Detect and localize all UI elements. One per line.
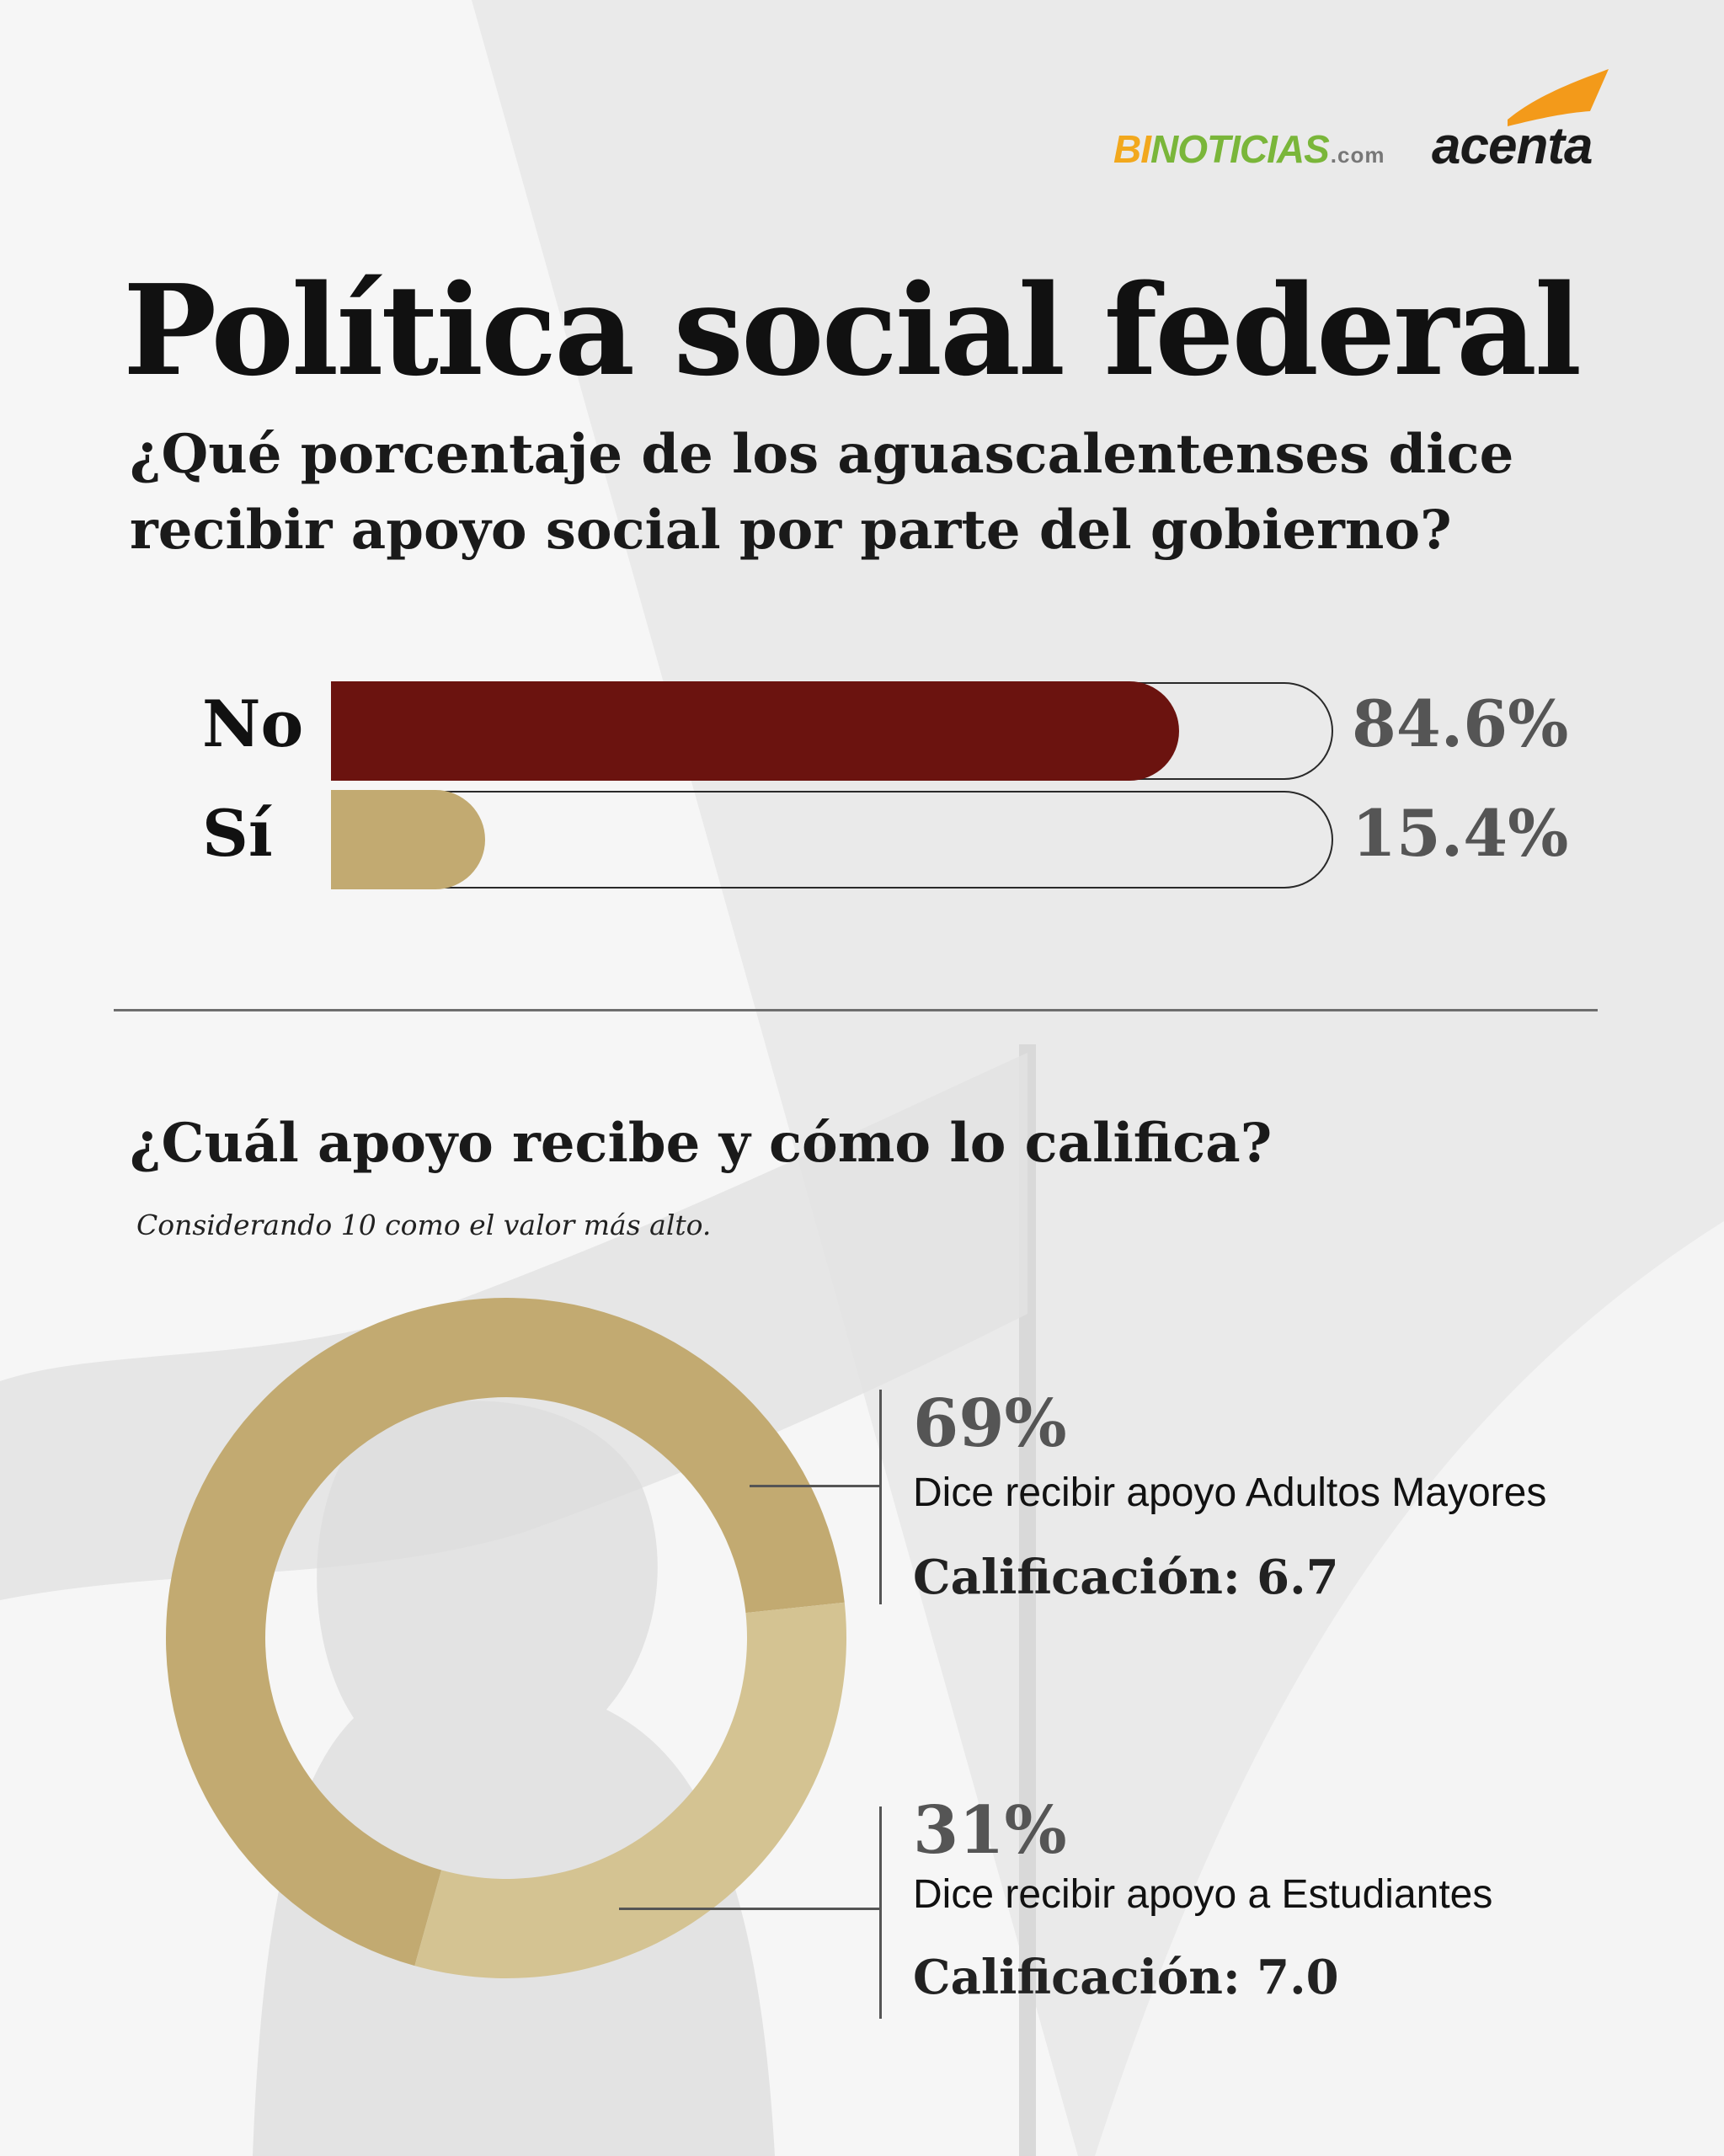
bar-no — [331, 681, 1179, 781]
bar-track-si — [331, 791, 1333, 889]
callout-line-1-vertical — [879, 1390, 882, 1604]
bar-value-si: 15.4% — [1352, 796, 1569, 871]
section-note: Considerando 10 como el valor más alto. — [136, 1209, 712, 1241]
donut-label-percent-2: 31% — [913, 1792, 1067, 1869]
section-title: ¿Cuál apoyo recibe y cómo lo califica? — [130, 1112, 1273, 1175]
donut-chart — [166, 1298, 846, 1978]
section-divider — [114, 1009, 1598, 1011]
callout-line-1-horizontal — [750, 1485, 880, 1487]
donut-slice-1 — [166, 1298, 845, 1967]
donut-label-percent-1: 69% — [913, 1385, 1067, 1462]
callout-line-2-vertical — [879, 1806, 882, 2019]
bar-si — [331, 790, 485, 889]
binoticias-logo: BINOTICIAS.com — [1113, 127, 1385, 171]
page-title: Política social federal — [123, 257, 1582, 403]
donut-label-desc-2: Dice recibir apoyo a Estudiantes — [913, 1872, 1493, 1917]
donut-label-rating-2: Calificación: 7.0 — [913, 1950, 1339, 2005]
callout-line-2-horizontal — [619, 1908, 880, 1910]
acenta-swoosh-icon — [1508, 69, 1609, 126]
question-text: ¿Qué porcentaje de los aguascalentenses … — [130, 423, 1514, 562]
acenta-logo: acenta — [1432, 117, 1593, 175]
donut-label-desc-1: Dice recibir apoyo Adultos Mayores — [913, 1470, 1547, 1515]
bar-label-no: No — [202, 686, 304, 761]
bar-value-no: 84.6% — [1352, 686, 1569, 761]
bar-label-si: Sí — [202, 796, 273, 871]
donut-slice-2 — [414, 1602, 846, 1978]
donut-label-rating-1: Calificación: 6.7 — [913, 1550, 1339, 1605]
